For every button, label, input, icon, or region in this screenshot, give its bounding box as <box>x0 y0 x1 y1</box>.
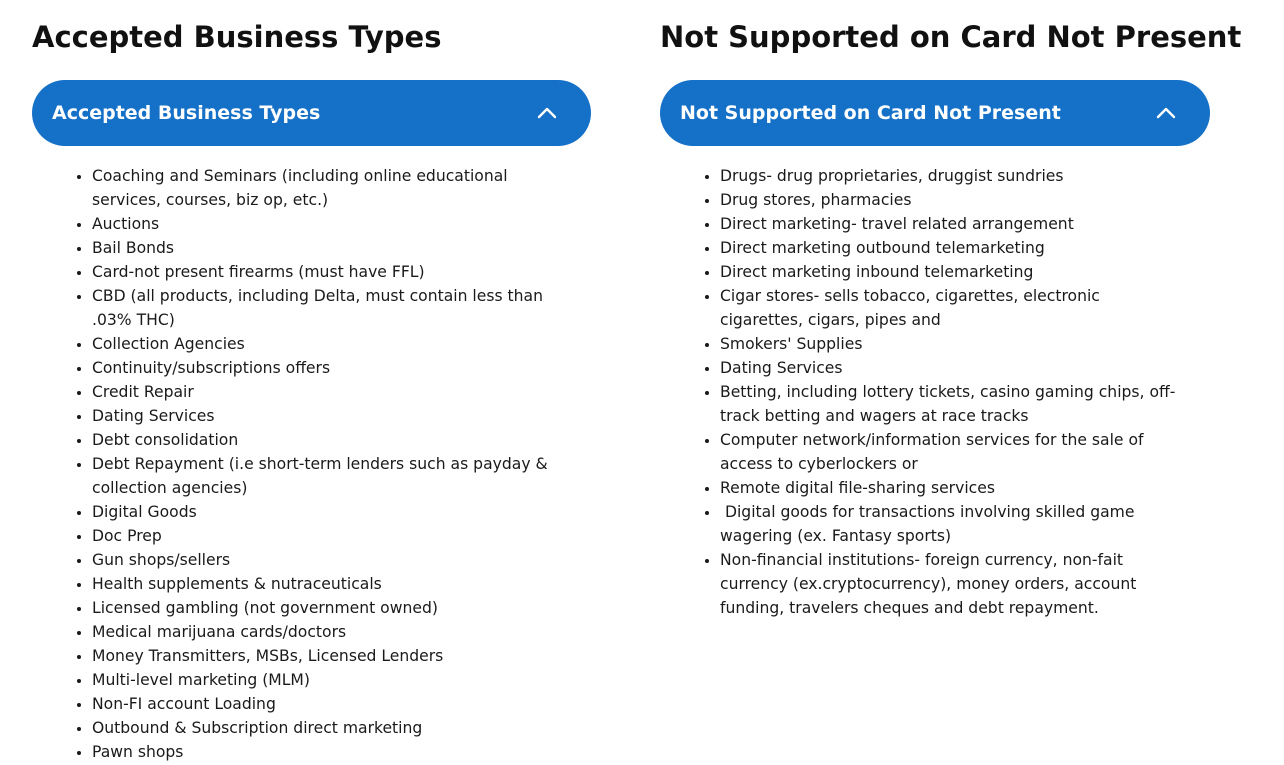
list-item: Outbound & Subscription direct marketing <box>92 716 568 740</box>
list-item: Cigar stores- sells tobacco, cigarettes,… <box>720 284 1176 332</box>
not-supported-list: Drugs- drug proprietaries, druggist sund… <box>692 164 1176 620</box>
list-item: Coaching and Seminars (including online … <box>92 164 568 212</box>
accepted-business-types-list: Coaching and Seminars (including online … <box>64 164 568 764</box>
list-item: Non-financial institutions- foreign curr… <box>720 548 1176 620</box>
list-item: Bail Bonds <box>92 236 568 260</box>
list-item: Drugs- drug proprietaries, druggist sund… <box>720 164 1176 188</box>
list-item: Direct marketing outbound telemarketing <box>720 236 1176 260</box>
list-item: Continuity/subscriptions offers <box>92 356 568 380</box>
list-item: Smokers' Supplies <box>720 332 1176 356</box>
list-item: Dating Services <box>92 404 568 428</box>
list-item: Gun shops/sellers <box>92 548 568 572</box>
list-item: Debt Repayment (i.e short-term lenders s… <box>92 452 568 500</box>
list-item: Health supplements & nutraceuticals <box>92 572 568 596</box>
list-item: Doc Prep <box>92 524 568 548</box>
section-heading: Accepted Business Types <box>32 20 442 54</box>
list-item: Digital goods for transactions involving… <box>720 500 1176 548</box>
list-item: Direct marketing inbound telemarketing <box>720 260 1176 284</box>
list-item: Pawn shops <box>92 740 568 764</box>
list-item: Remote digital file-sharing services <box>720 476 1176 500</box>
section-heading: Not Supported on Card Not Present <box>660 20 1242 54</box>
list-item: Credit Repair <box>92 380 568 404</box>
list-item: Dating Services <box>720 356 1176 380</box>
list-item: Medical marijuana cards/doctors <box>92 620 568 644</box>
chevron-up-icon <box>535 101 559 125</box>
list-item: Multi-level marketing (MLM) <box>92 668 568 692</box>
list-item: Computer network/information services fo… <box>720 428 1176 476</box>
list-item: Direct marketing- travel related arrange… <box>720 212 1176 236</box>
list-item: CBD (all products, including Delta, must… <box>92 284 568 332</box>
accepted-business-types-accordion-toggle[interactable]: Accepted Business Types <box>32 80 591 146</box>
list-item: Money Transmitters, MSBs, Licensed Lende… <box>92 644 568 668</box>
list-item: Betting, including lottery tickets, casi… <box>720 380 1176 428</box>
not-supported-accordion-toggle[interactable]: Not Supported on Card Not Present <box>660 80 1210 146</box>
accordion-title: Not Supported on Card Not Present <box>680 102 1061 124</box>
list-item: Digital Goods <box>92 500 568 524</box>
list-item: Auctions <box>92 212 568 236</box>
accordion-title: Accepted Business Types <box>52 102 321 124</box>
list-item: Drug stores, pharmacies <box>720 188 1176 212</box>
list-item: Non-FI account Loading <box>92 692 568 716</box>
chevron-up-icon <box>1154 101 1178 125</box>
list-item: Debt consolidation <box>92 428 568 452</box>
list-item: Licensed gambling (not government owned) <box>92 596 568 620</box>
list-item: Collection Agencies <box>92 332 568 356</box>
list-item: Card-not present firearms (must have FFL… <box>92 260 568 284</box>
